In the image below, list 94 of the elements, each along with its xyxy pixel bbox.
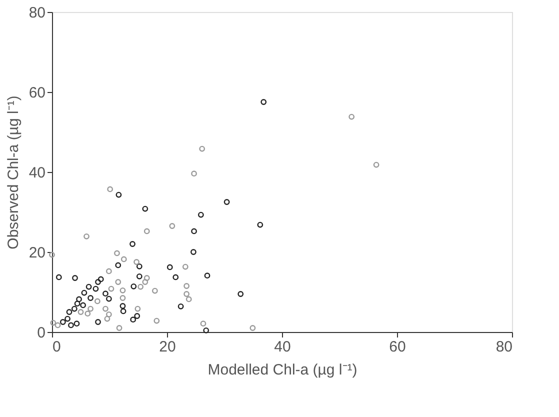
y-tick-label: 80 [28, 4, 46, 22]
point [66, 309, 72, 315]
point [54, 322, 61, 328]
point [169, 223, 176, 229]
point [95, 279, 101, 285]
point [166, 264, 173, 270]
point [136, 263, 142, 270]
point [108, 286, 114, 292]
point [136, 273, 142, 280]
point [49, 252, 55, 258]
point [199, 146, 206, 152]
point [92, 286, 99, 292]
point [104, 316, 110, 322]
point [72, 275, 78, 281]
point [120, 295, 126, 301]
point [107, 186, 114, 192]
point [106, 296, 112, 302]
point [198, 212, 204, 218]
point [190, 249, 196, 255]
point [182, 264, 188, 270]
point [250, 325, 256, 331]
point [56, 274, 62, 280]
point [134, 259, 140, 265]
point [88, 306, 94, 312]
point [81, 290, 88, 296]
point [178, 303, 184, 310]
point [120, 287, 126, 294]
point [142, 279, 148, 285]
point [154, 318, 160, 324]
point [60, 319, 66, 325]
point [115, 262, 122, 268]
x-tick-label: 60 [389, 338, 406, 356]
point [114, 250, 120, 256]
point [116, 325, 122, 331]
point [68, 322, 74, 328]
point [191, 228, 197, 234]
point [78, 309, 84, 315]
point [238, 291, 244, 297]
point [204, 272, 210, 279]
point [50, 320, 56, 326]
y-tick-label: 60 [28, 84, 46, 102]
point [120, 303, 126, 309]
x-tick-label: 40 [274, 338, 291, 356]
point [115, 279, 122, 285]
point [84, 310, 91, 317]
x-tick-label: 80 [496, 338, 512, 356]
point [86, 284, 92, 290]
point [224, 199, 230, 205]
point [200, 320, 206, 327]
point [184, 291, 190, 297]
point [186, 296, 192, 302]
point [88, 295, 94, 301]
y-tick-label: 0 [37, 324, 46, 342]
point [106, 311, 112, 318]
point [102, 290, 108, 297]
point [102, 306, 108, 312]
y-axis-title: Observed Chl-a (µg l⁻¹) [4, 96, 22, 250]
x-tick-label: 0 [52, 338, 61, 356]
point [257, 222, 264, 228]
point [130, 316, 136, 323]
point [71, 306, 78, 312]
point [76, 296, 82, 302]
point [64, 316, 70, 322]
point [142, 206, 148, 212]
point [348, 114, 355, 120]
point [95, 319, 101, 325]
point [80, 302, 86, 308]
point [120, 308, 126, 314]
point [184, 283, 190, 289]
point [203, 327, 210, 334]
point [74, 300, 80, 307]
point [98, 276, 104, 282]
point [138, 284, 144, 290]
point [130, 283, 137, 290]
point [260, 99, 267, 105]
x-axis-title: Modelled Chl-a (µg l⁻¹) [208, 362, 358, 378]
point [74, 320, 80, 327]
point [130, 241, 136, 247]
point [144, 228, 150, 234]
point [120, 256, 127, 262]
point [106, 268, 112, 274]
point [172, 274, 179, 280]
point [373, 162, 380, 168]
point [84, 233, 90, 240]
point [144, 275, 150, 281]
y-tick-label: 20 [28, 244, 46, 262]
point [116, 192, 122, 198]
point [134, 313, 140, 319]
point [191, 170, 197, 177]
y-tick-label: 40 [28, 164, 46, 182]
point [152, 288, 158, 294]
point [94, 298, 100, 304]
point [134, 306, 141, 312]
x-tick-label: 20 [159, 338, 176, 356]
